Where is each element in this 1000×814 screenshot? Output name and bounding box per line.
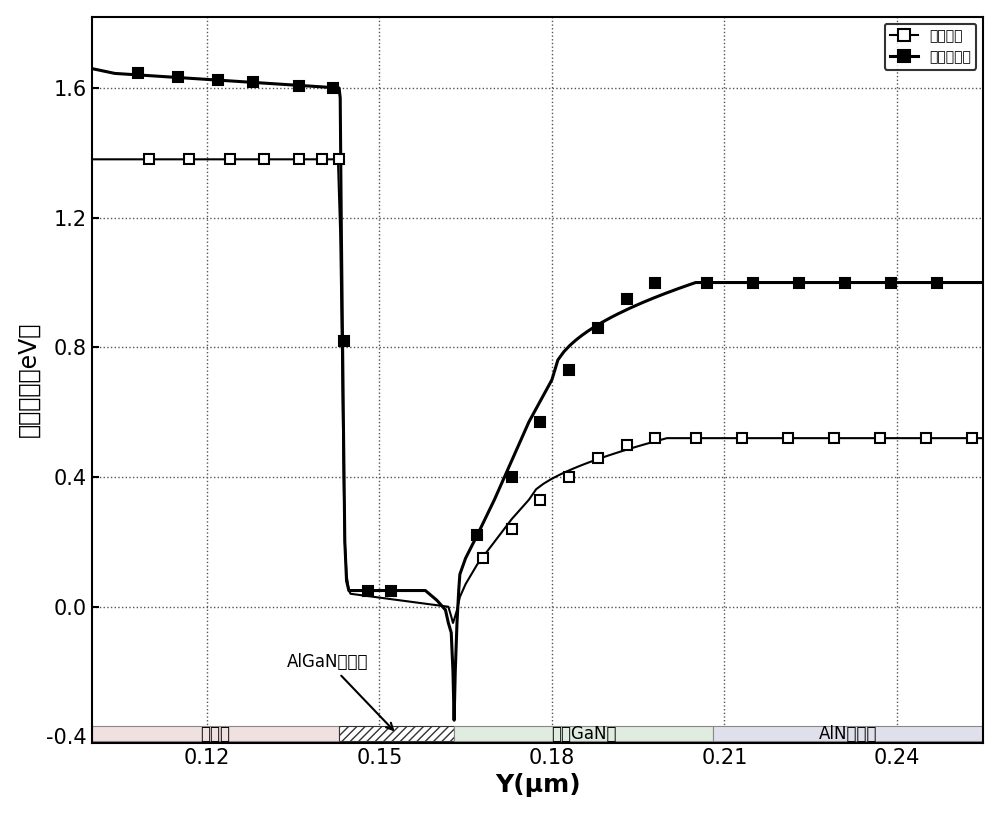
Text: 本征GaN层: 本征GaN层	[551, 724, 616, 742]
X-axis label: Y(μm): Y(μm)	[495, 773, 580, 798]
Bar	[713, 726, 983, 742]
Bar	[454, 726, 713, 742]
Text: AlN成核层: AlN成核层	[819, 724, 877, 742]
Text: AlGaN混杂层: AlGaN混杂层	[287, 653, 393, 730]
Bar	[92, 726, 339, 742]
Text: 钒化层: 钒化层	[200, 724, 230, 742]
Bar	[339, 726, 454, 742]
Legend: 常规结构, 本发明结构: 常规结构, 本发明结构	[885, 24, 976, 70]
Y-axis label: 导带能量（eV）: 导带能量（eV）	[17, 322, 41, 437]
